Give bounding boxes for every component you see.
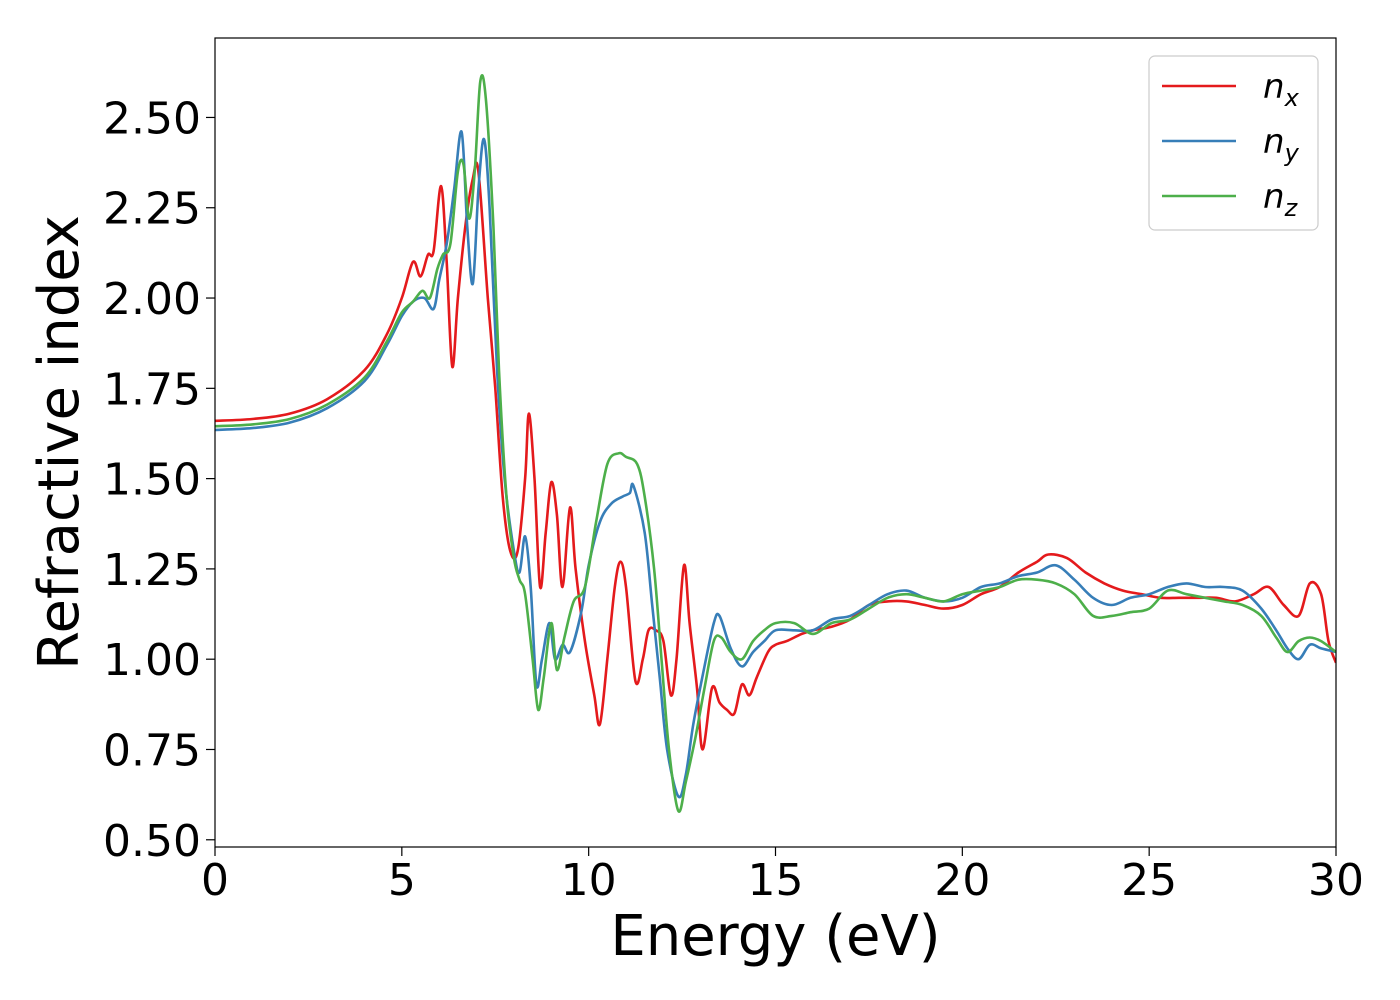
y-axis-title: Refractive index xyxy=(27,215,92,670)
x-tick-label: 5 xyxy=(388,855,416,906)
x-tick-label: 25 xyxy=(1121,855,1177,906)
legend: nx ny nz xyxy=(1148,55,1319,231)
legend-label-n-x: nx xyxy=(1263,67,1300,112)
x-axis-ticks: 0 5 10 15 20 25 30 xyxy=(201,847,1364,906)
y-tick-label: 1.75 xyxy=(103,364,201,415)
legend-label-n-y: ny xyxy=(1263,122,1300,167)
x-axis-title: Energy (eV) xyxy=(610,904,940,969)
x-tick-label: 30 xyxy=(1308,855,1364,906)
x-tick-label: 15 xyxy=(748,855,804,906)
y-tick-label: 2.50 xyxy=(103,93,201,144)
legend-box xyxy=(1148,55,1319,231)
series-line-n-y xyxy=(215,130,1336,799)
y-tick-label: 1.50 xyxy=(103,455,201,506)
y-tick-label: 0.75 xyxy=(103,725,201,776)
legend-label-n-z: nz xyxy=(1263,177,1299,222)
plot-lines xyxy=(215,74,1336,814)
y-axis-ticks: 0.50 0.75 1.00 1.25 1.50 1.75 2.00 2.25 2.50 xyxy=(103,93,215,867)
x-tick-label: 10 xyxy=(561,855,617,906)
x-tick-label: 20 xyxy=(934,855,990,906)
series-line-n-x xyxy=(215,161,1336,751)
y-tick-label: 0.50 xyxy=(103,816,201,867)
y-tick-label: 1.00 xyxy=(103,635,201,686)
x-tick-label: 0 xyxy=(201,855,229,906)
y-tick-label: 2.25 xyxy=(103,184,201,235)
y-tick-label: 2.00 xyxy=(103,274,201,325)
series-line-n-z xyxy=(215,74,1336,814)
y-tick-label: 1.25 xyxy=(103,545,201,596)
